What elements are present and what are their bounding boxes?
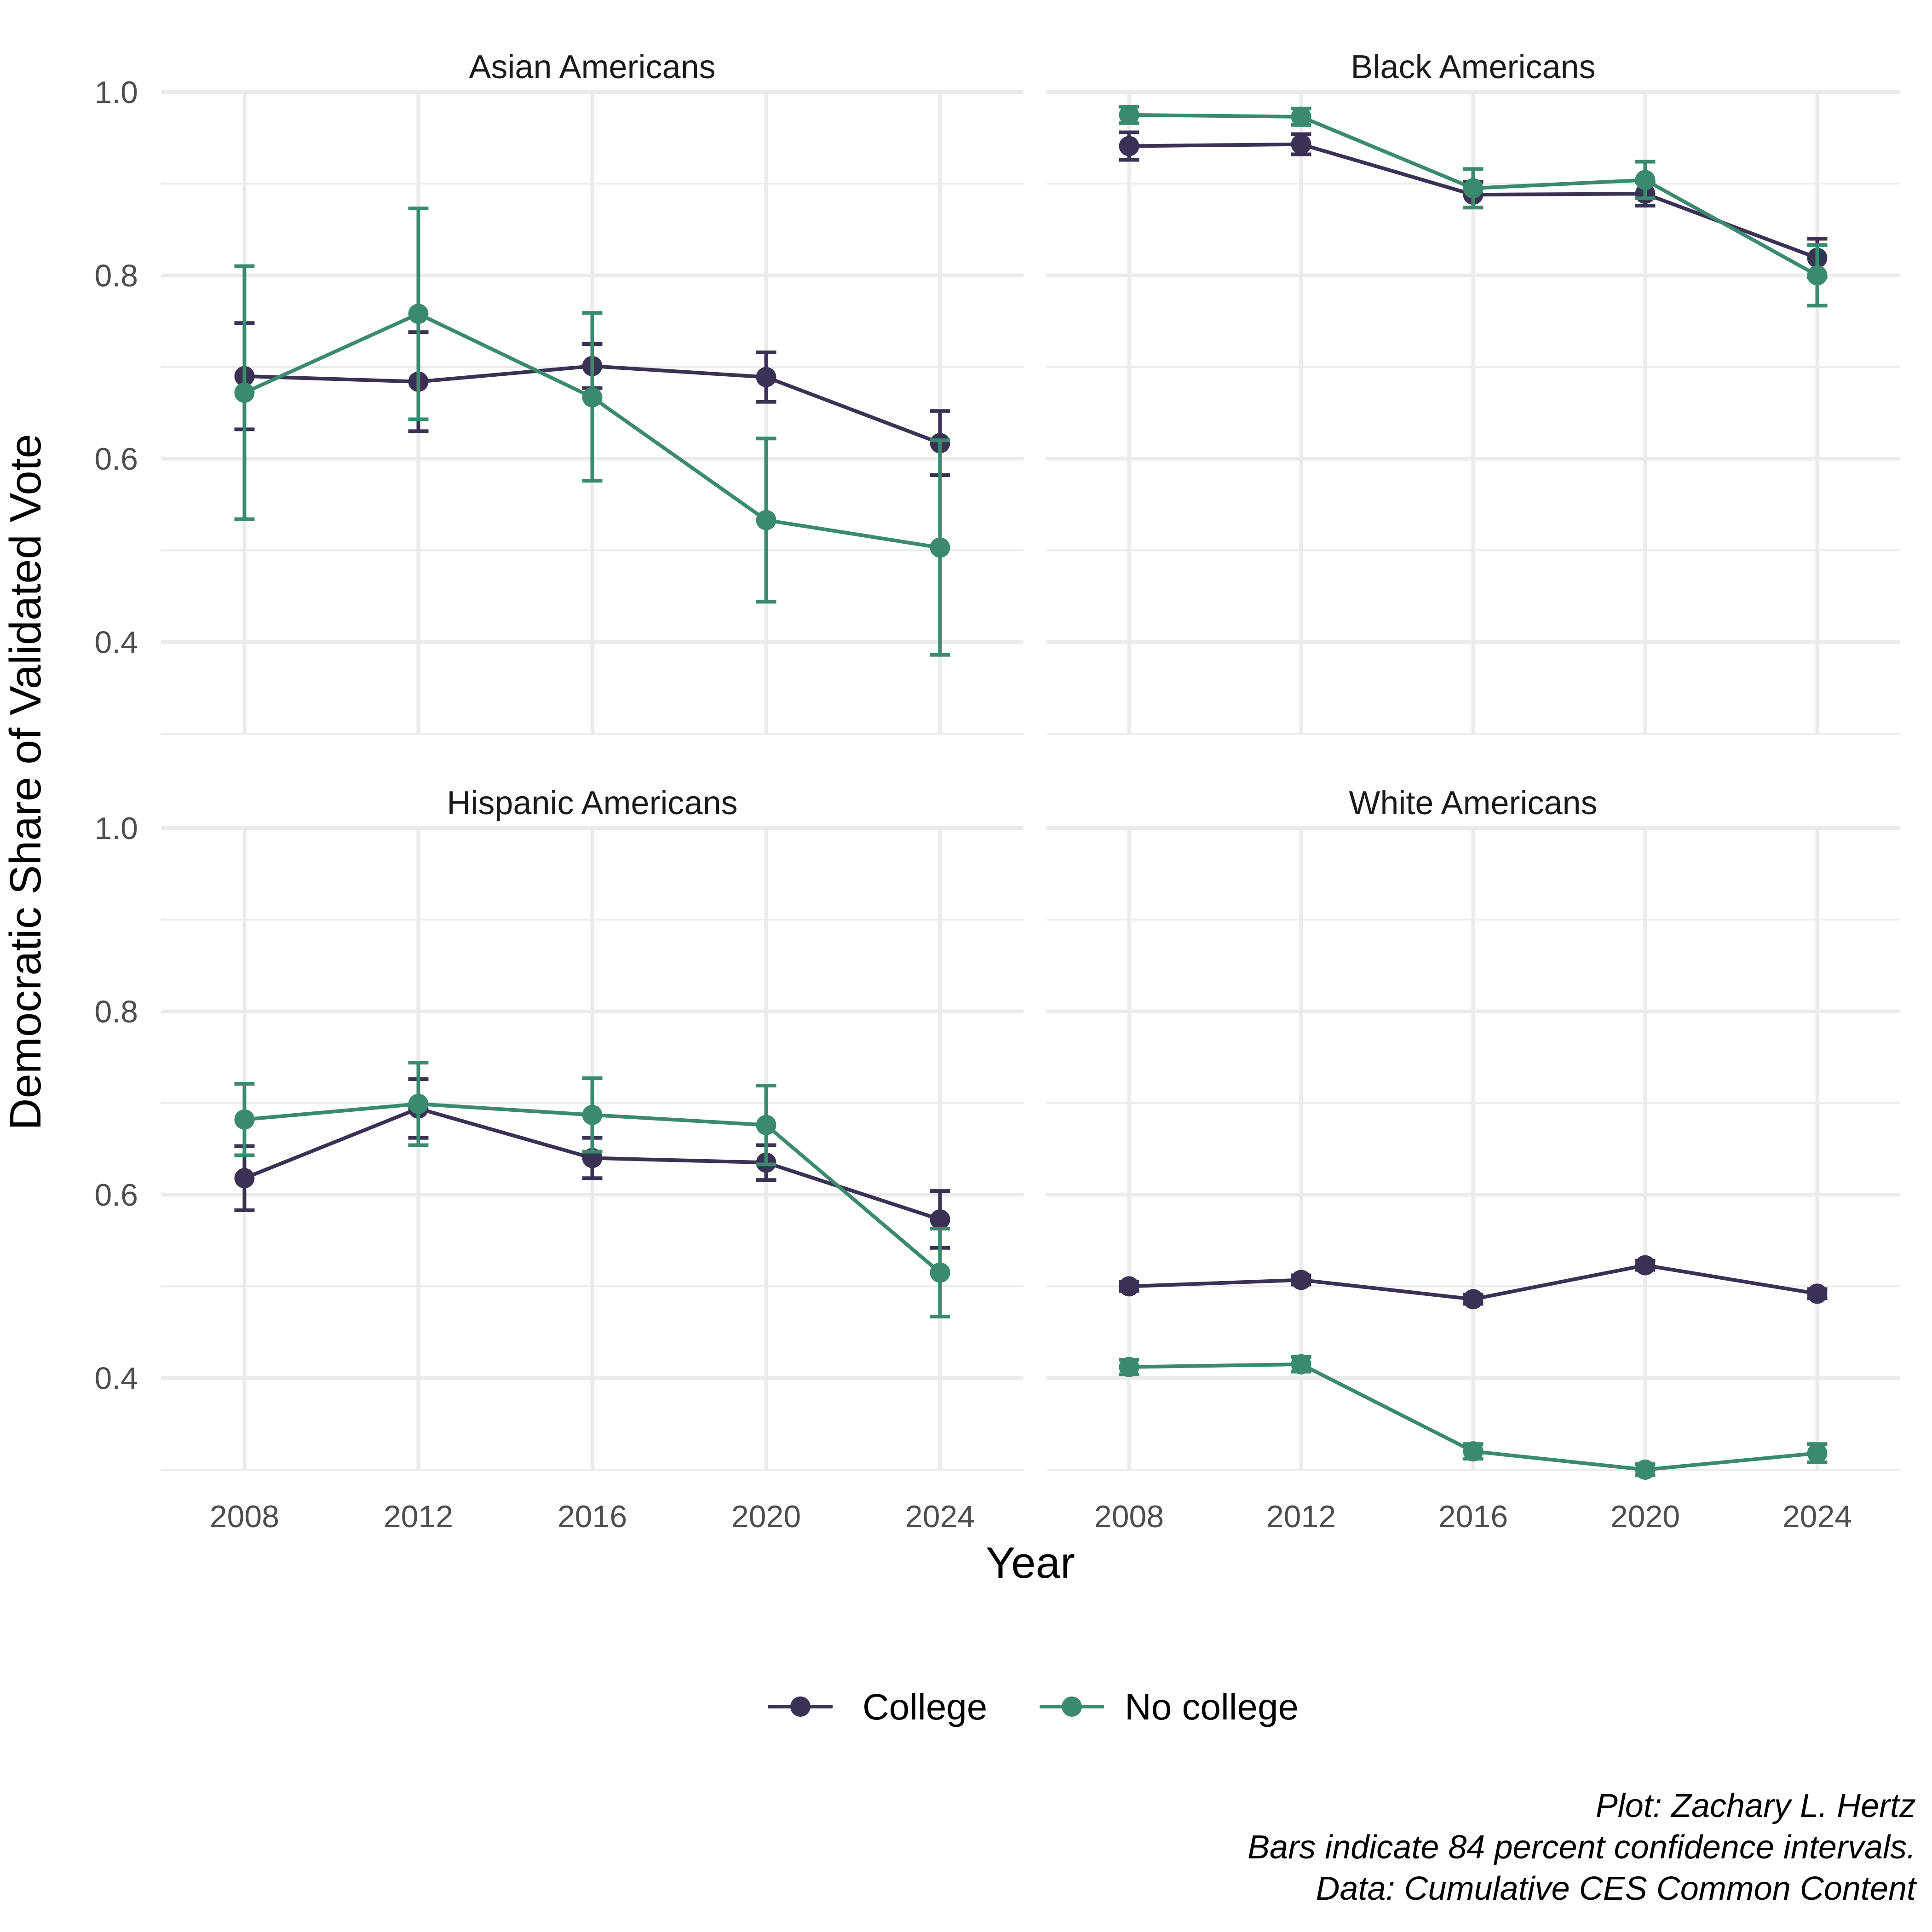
caption: Plot: Zachary L. Hertz Bars indicate 84 …	[1248, 1788, 1917, 1907]
data-point	[1119, 104, 1139, 125]
data-point	[582, 387, 603, 408]
data-point	[1635, 170, 1656, 190]
data-point	[756, 510, 776, 530]
x-tick-label: 2016	[1438, 1499, 1508, 1534]
y-tick-label: 0.6	[94, 1178, 138, 1213]
data-point	[234, 382, 255, 403]
legend-key-point	[1062, 1696, 1082, 1717]
data-point	[1119, 1357, 1139, 1377]
x-tick-label: 2020	[731, 1499, 801, 1534]
x-tick-label: 2012	[1266, 1499, 1336, 1534]
legend-item: College	[768, 1686, 987, 1727]
series-no-college	[234, 1061, 950, 1319]
facet-title: Hispanic Americans	[447, 785, 737, 822]
data-point	[1291, 1354, 1311, 1374]
x-tick-label: 2016	[558, 1499, 627, 1534]
y-tick-label: 0.8	[94, 995, 138, 1029]
facet-panel: White Americans 2008 2012 2016 2020 2024	[1046, 785, 1900, 1534]
data-point	[1291, 1270, 1311, 1290]
x-tick-label: 2008	[1094, 1499, 1164, 1534]
data-point	[930, 537, 950, 558]
y-tick-label: 1.0	[94, 75, 138, 110]
series-college	[1119, 1255, 1828, 1310]
data-point	[756, 1115, 776, 1135]
legend-key-point	[790, 1696, 811, 1717]
data-point	[1807, 1283, 1828, 1304]
series-no-college	[234, 207, 950, 657]
facet-title: Black Americans	[1351, 49, 1595, 86]
caption-line-source: Data: Cumulative CES Common Content	[1316, 1870, 1917, 1907]
series-no-college	[1119, 104, 1828, 308]
y-tick-label: 0.4	[94, 1361, 138, 1396]
data-point	[1463, 178, 1484, 199]
data-point	[234, 1109, 255, 1130]
series-no-college	[1119, 1354, 1828, 1480]
data-point	[1463, 1289, 1484, 1310]
legend-item: No college	[1040, 1686, 1299, 1727]
data-point	[1807, 1443, 1828, 1464]
x-tick-label: 2020	[1610, 1499, 1680, 1534]
x-tick-label: 2024	[1782, 1499, 1852, 1534]
data-point	[1635, 1255, 1656, 1276]
data-point	[234, 1168, 255, 1189]
facet-panel: Black Americans	[1046, 49, 1900, 735]
x-tick-label: 2012	[384, 1499, 453, 1534]
legend: College No college	[768, 1686, 1299, 1727]
x-tick-label: 2008	[210, 1499, 279, 1534]
facet-panel: Hispanic Americans 0.4 0.6 0.8 1.0 2008 2012 20…	[94, 785, 1024, 1534]
y-tick-label: 1.0	[94, 811, 138, 846]
x-tick-label: 2024	[905, 1499, 975, 1534]
data-point	[1807, 265, 1828, 286]
data-point	[1291, 106, 1311, 127]
facet-title: White Americans	[1349, 785, 1597, 822]
legend-label: College	[862, 1686, 987, 1727]
caption-line-credit: Plot: Zachary L. Hertz	[1596, 1788, 1916, 1824]
y-tick-label: 0.6	[94, 442, 138, 477]
data-point	[930, 1209, 950, 1230]
data-point	[1119, 136, 1139, 156]
data-point	[1463, 1441, 1484, 1462]
data-point	[756, 367, 776, 387]
legend-label: No college	[1125, 1686, 1299, 1727]
x-axis-title: Year	[986, 1538, 1075, 1587]
facet-panel: Asian Americans 0.4 0.6 0.8 1.0	[94, 49, 1024, 735]
y-axis-title: Democratic Share of Validated Vote	[1, 434, 50, 1130]
data-point	[1635, 1460, 1656, 1480]
data-point	[930, 1262, 950, 1283]
data-point	[582, 1104, 603, 1125]
chart-panels: Asian Americans 0.4 0.6 0.8 1.0 Black America…	[94, 49, 1900, 1534]
y-tick-label: 0.4	[94, 625, 138, 660]
caption-line-intervals: Bars indicate 84 percent confidence inte…	[1248, 1829, 1916, 1866]
data-point	[1119, 1276, 1139, 1297]
y-tick-label: 0.8	[94, 259, 138, 293]
data-point	[408, 304, 429, 324]
facet-title: Asian Americans	[469, 49, 715, 86]
data-point	[1291, 134, 1311, 155]
data-point	[408, 1093, 429, 1114]
